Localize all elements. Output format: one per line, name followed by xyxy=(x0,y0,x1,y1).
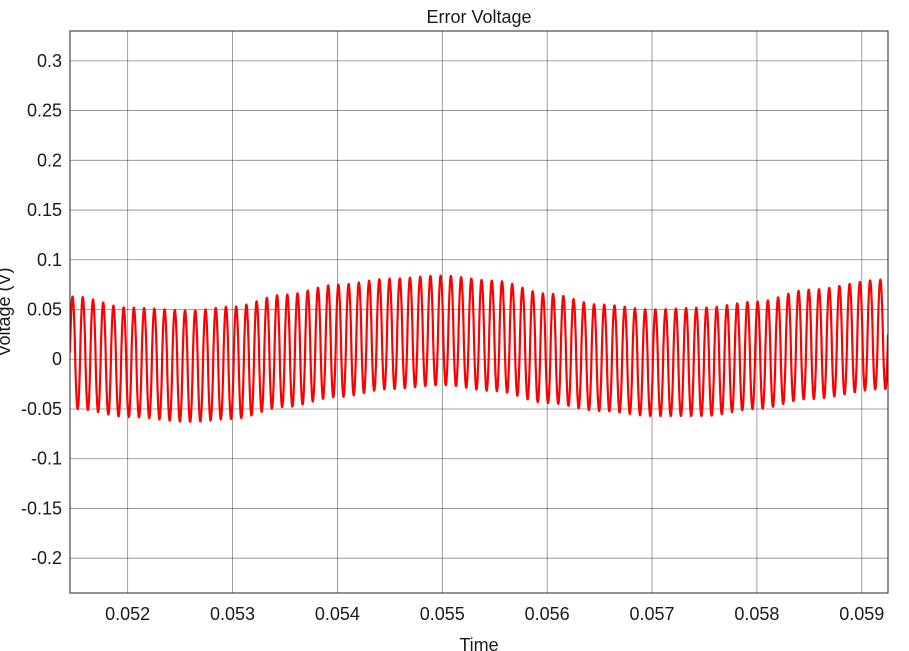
y-tick-label: -0.1 xyxy=(31,449,62,469)
y-tick-label: 0.25 xyxy=(27,101,62,121)
y-tick-label: 0.05 xyxy=(27,300,62,320)
y-tick-label: -0.05 xyxy=(21,399,62,419)
x-tick-label: 0.055 xyxy=(420,604,465,624)
x-tick-label: 0.058 xyxy=(734,604,779,624)
error-voltage-series-line xyxy=(70,274,888,423)
y-tick-label: 0.3 xyxy=(37,51,62,71)
x-tick-label: 0.054 xyxy=(315,604,360,624)
x-tick-label: 0.056 xyxy=(525,604,570,624)
x-tick-label: 0.057 xyxy=(630,604,675,624)
x-tick-labels: 0.052 0.053 0.054 0.055 0.056 0.057 0.058 0.059 xyxy=(105,604,884,624)
series-layer xyxy=(70,274,888,423)
y-tick-label: 0.1 xyxy=(37,250,62,270)
y-tick-label: -0.2 xyxy=(31,548,62,568)
y-tick-labels: 0.3 0.25 0.2 0.15 0.1 0.05 0 -0.05 -0.1 -0.15 -0.2 xyxy=(21,51,62,568)
plot-frame xyxy=(69,30,889,594)
y-tick-label: -0.15 xyxy=(21,498,62,518)
y-tick-label: 0.2 xyxy=(37,150,62,170)
x-axis-title: Time xyxy=(459,635,498,651)
chart-title: Error Voltage xyxy=(426,7,531,27)
x-tick-label: 0.052 xyxy=(105,604,150,624)
y-tick-label: 0.15 xyxy=(27,200,62,220)
x-tick-label: 0.059 xyxy=(839,604,884,624)
y-tick-label: 0 xyxy=(52,349,62,369)
y-axis-title: Voltage (V) xyxy=(0,267,14,356)
x-tick-label: 0.053 xyxy=(210,604,255,624)
